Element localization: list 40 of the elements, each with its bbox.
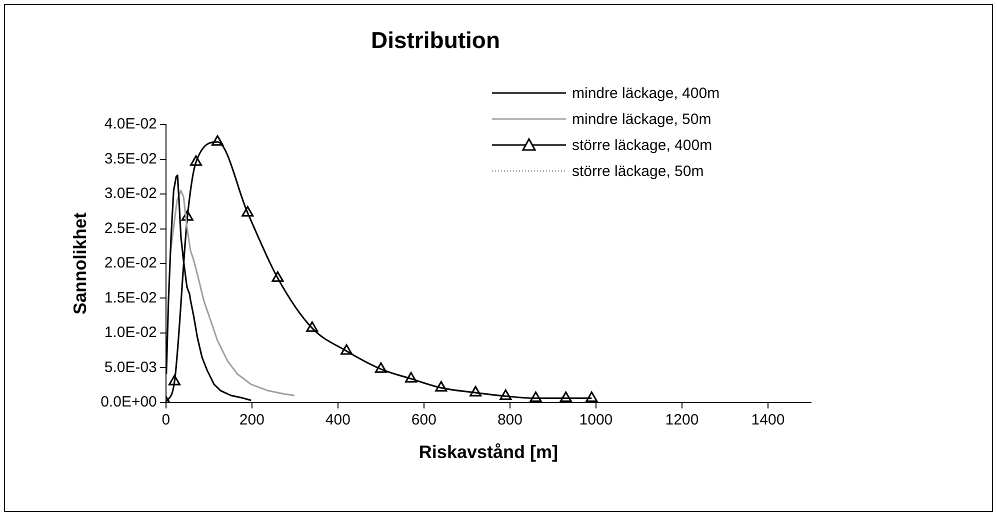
legend-label: mindre läckage, 400m bbox=[572, 84, 720, 102]
point bbox=[374, 362, 387, 373]
y-tick-label: 0.0E+00 bbox=[100, 394, 157, 411]
point bbox=[242, 206, 254, 217]
point bbox=[470, 386, 482, 396]
x-tick-label: 400 bbox=[325, 412, 350, 429]
y-tick-label: 1.5E-02 bbox=[104, 289, 157, 306]
y-axis-title: Sannolikhet bbox=[70, 212, 90, 315]
point bbox=[212, 135, 224, 146]
point bbox=[530, 391, 542, 402]
y-tick-label: 2.5E-02 bbox=[104, 220, 157, 237]
point bbox=[181, 210, 194, 221]
y-tick-label: 1.0E-02 bbox=[104, 324, 157, 342]
point bbox=[405, 372, 418, 383]
point bbox=[168, 374, 180, 386]
point bbox=[435, 381, 448, 392]
point bbox=[560, 391, 572, 402]
y-tick-label: 4.0E-02 bbox=[104, 116, 157, 133]
point bbox=[272, 271, 284, 282]
x-tick-label: 600 bbox=[411, 412, 436, 429]
x-tick-label: 800 bbox=[497, 412, 522, 429]
point bbox=[586, 391, 598, 402]
y-tick-label: 3.0E-02 bbox=[104, 185, 157, 202]
point bbox=[500, 389, 512, 400]
point bbox=[340, 344, 353, 355]
y-tick-label: 2.0E-02 bbox=[104, 254, 157, 272]
x-axis-title: Riskavstånd [m] bbox=[418, 442, 558, 462]
x-tick-label: 1200 bbox=[665, 412, 699, 429]
x-tick-label: 0 bbox=[162, 412, 170, 429]
point bbox=[190, 155, 202, 166]
legend-label: större läckage, 50m bbox=[572, 162, 704, 180]
x-tick-label: 200 bbox=[239, 412, 264, 429]
y-tick-label: 3.5E-02 bbox=[104, 150, 157, 168]
legend-label: mindre läckage, 50m bbox=[572, 110, 712, 128]
x-tick-label: 1000 bbox=[579, 412, 613, 429]
y-tick-label: 5.0E-03 bbox=[104, 358, 157, 376]
legend-label: större läckage, 400m bbox=[572, 136, 712, 154]
point bbox=[306, 321, 318, 332]
chart-title: Distribution bbox=[370, 27, 500, 54]
x-tick-label: 1400 bbox=[751, 412, 785, 429]
